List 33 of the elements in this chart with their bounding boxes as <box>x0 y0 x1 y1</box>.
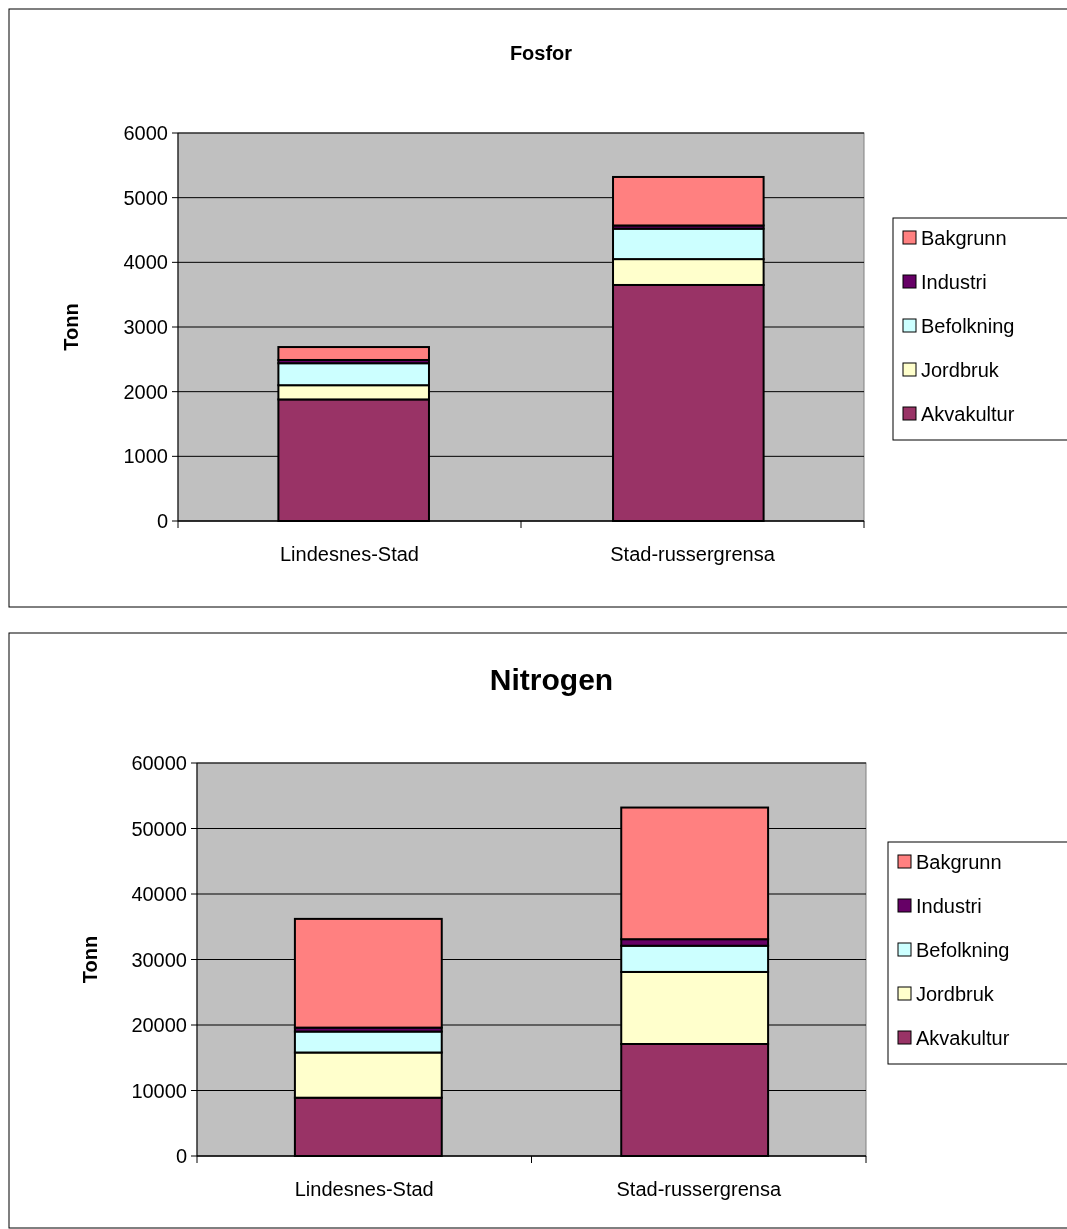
bar <box>277 346 430 361</box>
y-tick-label: 50000 <box>131 817 187 840</box>
y-tick-label: 1000 <box>123 445 168 468</box>
legend-label: Jordbruk <box>916 983 995 1005</box>
legend-label: Industri <box>916 895 982 917</box>
y-tick-label: 40000 <box>131 883 187 905</box>
y-tick-label: 10000 <box>131 1079 187 1102</box>
legend-label: Bakgrunn <box>916 851 1002 873</box>
y-axis-title: Tonn <box>60 303 82 351</box>
x-tick-label: Lindesnes-Stad <box>280 543 419 565</box>
legend-label: Akvakultur <box>916 1027 1010 1049</box>
y-tick-label: 0 <box>175 1145 187 1167</box>
y-tick-label: 30000 <box>131 948 187 971</box>
legend-label: Befolkning <box>921 315 1015 337</box>
legend-label: Bakgrunn <box>921 227 1007 249</box>
y-tick-label: 0 <box>156 510 168 532</box>
legend-label: Industri <box>921 271 987 293</box>
x-tick-label: Stad-russergrensa <box>616 1178 782 1200</box>
x-tick-label: Lindesnes-Stad <box>294 1178 434 1200</box>
y-axis-title: Tonn <box>79 935 101 984</box>
y-tick-label: 2000 <box>123 380 168 403</box>
y-tick-label: 6000 <box>123 122 168 144</box>
legend-label: Akvakultur <box>921 403 1015 425</box>
y-tick-label: 60000 <box>131 752 187 774</box>
y-tick-label: 4000 <box>123 251 168 274</box>
chart-title: Fosfor <box>509 42 573 64</box>
chart-title: Nitrogen <box>489 663 614 696</box>
legend-label: Jordbruk <box>921 359 1000 381</box>
x-tick-label: Stad-russergrensa <box>610 543 776 565</box>
y-tick-label: 20000 <box>131 1014 187 1036</box>
y-tick-label: 3000 <box>123 316 168 338</box>
y-tick-label: 5000 <box>123 186 168 209</box>
legend-label: Befolkning <box>916 939 1010 961</box>
